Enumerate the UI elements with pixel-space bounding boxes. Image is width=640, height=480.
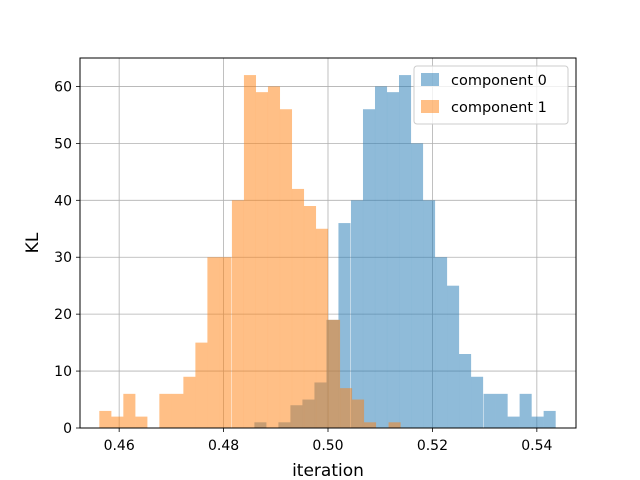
histogram-bar	[338, 223, 351, 428]
y-tick-label: 0	[63, 421, 72, 437]
y-tick-label: 20	[54, 307, 72, 323]
histogram-bar	[459, 354, 472, 428]
legend-swatch-component-0	[421, 73, 439, 86]
y-tick-label: 50	[54, 136, 72, 152]
histogram-bar	[303, 206, 317, 428]
legend-label-component-0: component 0	[451, 73, 547, 89]
histogram-bar	[135, 416, 148, 428]
histogram-bar	[255, 92, 269, 429]
histogram-bar	[279, 109, 293, 428]
x-axis-label: iteration	[292, 461, 364, 480]
histogram-bar	[315, 228, 329, 428]
histogram-bar	[519, 393, 532, 428]
y-tick-label: 60	[54, 79, 72, 95]
histogram-bar	[435, 257, 448, 428]
histogram-bar	[374, 86, 388, 428]
histogram-bar	[267, 86, 281, 428]
histogram-bar	[350, 200, 364, 428]
histogram-bar	[423, 200, 436, 428]
histogram-bar	[291, 188, 305, 428]
y-tick-label: 10	[54, 364, 72, 380]
histogram-bar	[386, 92, 400, 429]
histogram-bar	[328, 319, 341, 428]
histogram-bar	[362, 109, 376, 428]
x-tick-label: 0.46	[104, 438, 135, 454]
histogram-bar	[507, 416, 520, 428]
histogram-bar	[231, 200, 244, 428]
histogram-bar	[471, 376, 484, 428]
ticks: 0.46 0.48 0.50 0.52 0.54 0 10 20 30 40 50 60	[54, 79, 552, 454]
histogram-bar	[340, 388, 353, 428]
x-tick-label: 0.48	[208, 438, 239, 454]
histogram-bar	[352, 399, 365, 428]
histogram-bar	[123, 393, 136, 428]
histogram-bar	[219, 257, 232, 428]
histogram-bar	[495, 393, 508, 428]
histogram-bar	[195, 342, 208, 428]
histogram-bar	[364, 422, 377, 428]
histogram-bar	[159, 393, 172, 428]
histogram-bar	[171, 393, 184, 428]
histogram-bar	[483, 393, 496, 428]
legend-label-component-1: component 1	[451, 100, 547, 116]
histogram-bar	[99, 410, 112, 428]
histogram-bar	[399, 75, 412, 429]
histogram-bar	[531, 416, 544, 428]
y-tick-label: 40	[54, 193, 72, 209]
x-tick-label: 0.52	[417, 438, 448, 454]
histogram-bar	[183, 376, 196, 428]
histogram-bar	[243, 75, 257, 429]
y-axis-label: KL	[23, 232, 43, 253]
legend: component 0 component 1	[413, 65, 569, 125]
x-tick-label: 0.50	[312, 438, 343, 454]
series-component-1	[99, 75, 401, 429]
legend-box	[413, 65, 569, 125]
histogram-bar	[411, 143, 424, 428]
histogram-bar	[111, 416, 124, 428]
histogram-bar	[543, 410, 556, 428]
x-tick-label: 0.54	[521, 438, 552, 454]
histogram-bar	[447, 285, 460, 428]
y-tick-label: 30	[54, 250, 72, 266]
histogram-bar	[207, 257, 220, 428]
bars	[99, 75, 556, 429]
histogram-bar	[388, 422, 401, 428]
legend-swatch-component-1	[421, 100, 439, 113]
